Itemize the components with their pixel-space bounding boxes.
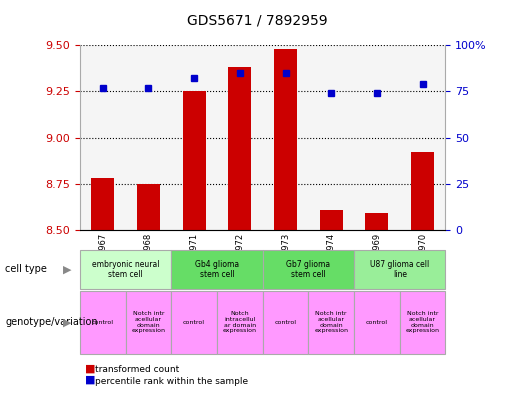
Text: Notch intr
acellular
domain
expression: Notch intr acellular domain expression [406, 311, 440, 333]
Bar [137, 184, 160, 230]
Text: transformed count: transformed count [95, 365, 180, 374]
Bar [80, 250, 171, 289]
Bar [400, 291, 445, 354]
Text: Notch
intracellul
ar domain
expression: Notch intracellul ar domain expression [223, 311, 257, 333]
Bar [274, 49, 297, 230]
Text: GDS5671 / 7892959: GDS5671 / 7892959 [187, 14, 328, 28]
Bar [126, 291, 171, 354]
Text: ▶: ▶ [63, 317, 71, 327]
Bar [308, 291, 354, 354]
Bar [263, 291, 308, 354]
Bar [366, 213, 388, 230]
Bar [80, 291, 126, 354]
Text: Gb7 glioma
stem cell: Gb7 glioma stem cell [286, 259, 331, 279]
Bar [228, 67, 251, 230]
Text: genotype/variation: genotype/variation [5, 317, 98, 327]
Bar [263, 250, 354, 289]
Text: control: control [183, 320, 205, 325]
Bar [354, 291, 400, 354]
Text: embryonic neural
stem cell: embryonic neural stem cell [92, 259, 159, 279]
Text: ■: ■ [85, 375, 95, 385]
Text: percentile rank within the sample: percentile rank within the sample [95, 377, 248, 386]
Bar [320, 209, 342, 230]
Text: Notch intr
acellular
domain
expression: Notch intr acellular domain expression [131, 311, 165, 333]
Text: ■: ■ [85, 364, 95, 373]
Text: Notch intr
acellular
domain
expression: Notch intr acellular domain expression [314, 311, 348, 333]
Text: cell type: cell type [5, 264, 47, 274]
Bar [171, 250, 263, 289]
Text: control: control [274, 320, 297, 325]
Text: control: control [92, 320, 114, 325]
Text: Gb4 glioma
stem cell: Gb4 glioma stem cell [195, 259, 239, 279]
Bar [91, 178, 114, 230]
Bar [183, 91, 205, 230]
Text: U87 glioma cell
line: U87 glioma cell line [370, 259, 430, 279]
Bar [217, 291, 263, 354]
Bar [171, 291, 217, 354]
Bar [411, 152, 434, 230]
Bar [354, 250, 445, 289]
Text: control: control [366, 320, 388, 325]
Text: ▶: ▶ [63, 264, 71, 274]
